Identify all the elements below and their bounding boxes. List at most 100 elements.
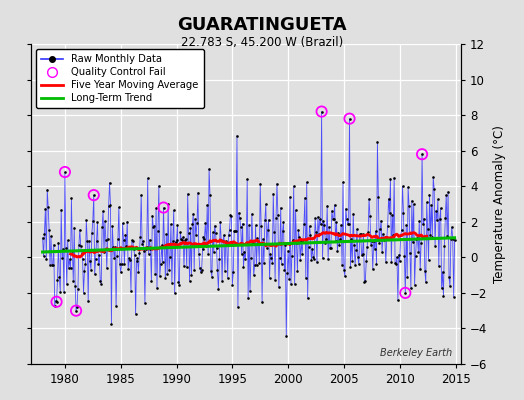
Point [187, 225, 195, 232]
Point [196, 269, 205, 275]
Point [416, 266, 424, 272]
Point [360, 279, 368, 285]
Point [330, 216, 338, 222]
Point [56, 288, 64, 295]
Point [343, 220, 352, 227]
Point [151, 271, 159, 277]
Point [41, 205, 50, 212]
Point [180, 263, 188, 270]
Point [345, 116, 354, 122]
Point [401, 290, 410, 296]
Point [133, 258, 141, 264]
Point [302, 275, 310, 281]
Point [53, 277, 62, 284]
Point [163, 271, 171, 277]
Point [339, 179, 347, 185]
Point [344, 220, 353, 227]
Point [340, 267, 348, 274]
Point [188, 221, 196, 228]
Point [294, 227, 302, 233]
Point [356, 231, 365, 237]
Point [66, 256, 74, 262]
Point [104, 236, 112, 243]
Point [124, 266, 133, 272]
Point [311, 215, 319, 222]
Point [139, 238, 147, 244]
Point [263, 244, 271, 251]
Point [213, 267, 222, 273]
Point [379, 231, 387, 237]
Point [203, 202, 211, 208]
Point [54, 239, 62, 246]
Point [64, 265, 73, 271]
Point [290, 183, 298, 190]
Point [247, 255, 255, 262]
Point [226, 212, 235, 218]
Point [349, 210, 357, 217]
Point [181, 237, 189, 244]
Point [331, 238, 340, 244]
Point [199, 246, 207, 252]
Point [202, 243, 211, 249]
Point [90, 192, 98, 198]
Point [162, 231, 170, 238]
Point [411, 253, 420, 259]
Point [198, 266, 206, 273]
Point [409, 239, 417, 246]
Y-axis label: Temperature Anomaly (°C): Temperature Anomaly (°C) [493, 125, 506, 283]
Point [348, 257, 356, 264]
Point [150, 222, 158, 229]
Point [380, 237, 388, 243]
Point [378, 248, 386, 255]
Point [116, 261, 124, 267]
Point [229, 269, 237, 275]
Point [157, 261, 165, 267]
Point [431, 242, 439, 249]
Point [61, 169, 69, 175]
Point [199, 234, 208, 240]
Point [277, 261, 286, 267]
Point [88, 230, 96, 236]
Point [253, 262, 261, 268]
Point [328, 208, 336, 214]
Point [433, 217, 441, 223]
Point [200, 235, 209, 242]
Point [444, 188, 452, 195]
Point [225, 226, 234, 233]
Point [90, 192, 98, 198]
Point [170, 207, 178, 214]
Point [63, 237, 72, 244]
Point [246, 288, 254, 294]
Point [409, 201, 418, 207]
Point [414, 249, 422, 255]
Point [426, 232, 434, 238]
Point [309, 254, 318, 260]
Point [136, 234, 145, 240]
Point [168, 279, 176, 286]
Point [154, 228, 162, 234]
Point [347, 236, 356, 242]
Point [323, 203, 331, 209]
Point [227, 212, 236, 219]
Point [413, 234, 422, 241]
Point [388, 212, 397, 218]
Point [387, 258, 396, 265]
Point [148, 212, 157, 219]
Point [72, 308, 80, 314]
Point [439, 269, 447, 275]
Point [385, 196, 393, 202]
Point [337, 222, 345, 228]
Point [51, 298, 60, 304]
Point [342, 205, 350, 212]
Point [93, 219, 102, 226]
Point [408, 198, 416, 204]
Point [380, 234, 389, 241]
Point [128, 238, 137, 245]
Point [107, 321, 116, 327]
Point [314, 214, 322, 220]
Point [279, 218, 288, 225]
Point [178, 237, 187, 243]
Point [86, 258, 94, 264]
Point [217, 236, 225, 243]
Point [277, 204, 285, 211]
